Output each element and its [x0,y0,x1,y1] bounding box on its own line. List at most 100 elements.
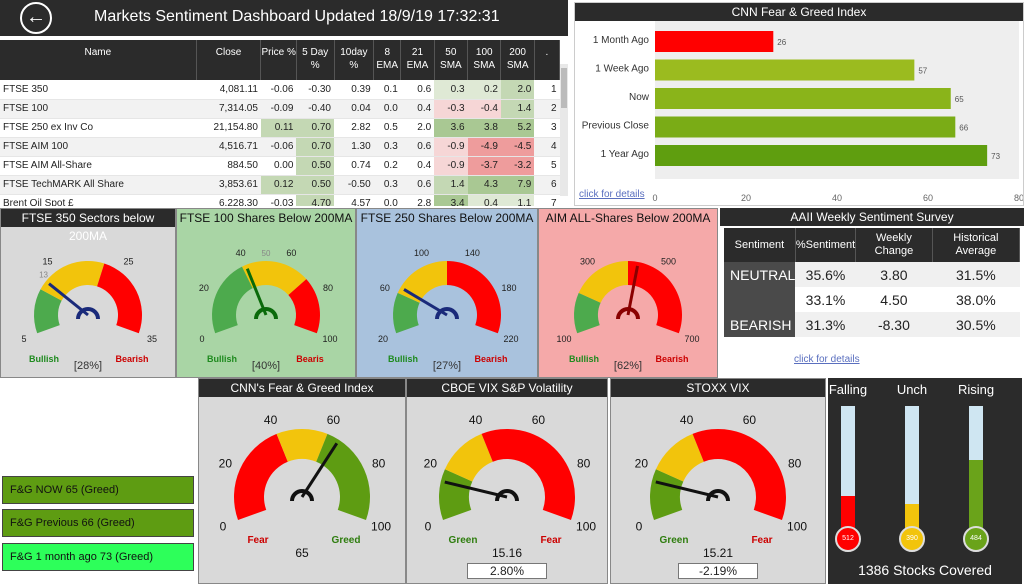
gauge-title: FTSE 100 Shares Below 200MA [179,211,353,225]
scrollbar-thumb[interactable] [561,68,567,108]
row-name: FTSE 250 ex Inv Co [0,118,197,138]
markets-table: Name Close Price % 5 Day % 10day % 8 EMA 21 EM… [0,40,568,206]
gauge-title: FTSE 350 Sectors below 200MA [1,209,175,243]
details-link[interactable]: click for details [579,189,645,200]
bar[interactable] [655,59,915,81]
gauge-label: Fear [247,535,268,546]
table-cell: 5.2 [500,118,535,138]
table-cell: 7,314.05 [196,99,261,119]
column-header[interactable]: 21 EMA [400,40,435,80]
table-row[interactable]: 33.1% 4.50 38.0% [724,287,1020,312]
column-header[interactable]: Historical Average [932,228,1021,262]
column-header[interactable]: 100 SMA [467,40,502,80]
table-cell: -4.9 [467,137,501,157]
bar[interactable] [655,145,988,166]
gauge-label: 20 [219,457,233,471]
thermometer-fill [841,496,855,528]
table-cell: 0.00 [260,156,297,176]
table-cell: 2.0 [400,118,435,138]
table-row[interactable]: BEARISH 31.3% -8.30 30.5% [724,312,1020,337]
table-row[interactable]: FTSE AIM 100 4,516.71 -0.06 0.70 1.30 0.3 0.6-… [0,137,560,157]
gauge-title: CBOE VIX S&P Volatility [407,379,607,397]
column-header[interactable]: Weekly Change [855,228,933,262]
table-cell: 0.4 [400,99,435,119]
thermometer-fill [969,459,983,528]
gauge-label: [40%] [252,360,280,372]
gauge-label: 60 [532,413,546,427]
thermometer-tube [969,406,983,528]
gauge-label: 80 [372,457,386,471]
table-cell: 2.0 [500,80,535,100]
details-link[interactable]: click for details [794,354,860,365]
table-cell: 1.4 [434,175,468,195]
table-row[interactable]: NEUTRAL 35.6% 3.80 31.5% [724,262,1020,287]
gauge-label: 60 [327,413,341,427]
bar-category-label: Previous Close [582,121,650,132]
table-row[interactable]: FTSE TechMARK All Share 3,853.61 0.12 0.50-… [0,175,560,195]
table-row[interactable]: FTSE 250 ex Inv Co 21,154.80 0.11 0.70 2.82 0… [0,118,560,138]
gauge-label: [28%] [74,360,102,372]
stocks-covered-label: 1386 Stocks Covered [858,562,992,578]
table-cell: -0.30 [296,80,334,100]
column-header[interactable]: %Sentiment [795,228,857,262]
column-header[interactable]: . [534,40,561,80]
table-cell: 0.74 [334,156,374,176]
gauge-label: Bearish [474,354,507,364]
gauge-label: 40 [469,413,483,427]
table-cell: 4.70 [296,194,334,206]
gauge-segment [628,261,682,334]
gauge-label: [27%] [433,360,461,372]
column-header[interactable]: 50 SMA [434,40,469,80]
bar[interactable] [655,116,956,138]
column-header[interactable]: Close [196,40,262,80]
table-cell: 0.6 [400,137,435,157]
table-row[interactable]: FTSE 100 7,314.05 -0.09 -0.40 0.04 0.0 0.4 -0.3… [0,99,560,119]
table-header-row: Name Close Price % 5 Day % 10day % 8 EMA 21 EM… [0,40,561,80]
gauge-segment [481,429,575,521]
aaii-survey-panel: AAII Weekly Sentiment Survey Sentiment %S… [720,208,1024,378]
table-row[interactable]: FTSE 350 4,081.11 -0.06 -0.30 0.39 0.1 0.6 0.3 0… [0,80,560,100]
table-cell: 6 [534,175,560,195]
bar[interactable] [655,31,774,52]
gauge-hub [706,489,730,502]
table-row[interactable]: Brent Oil Spot £6,228.30 -0.03 4.70 4.57 0.0… [0,194,560,206]
column-header[interactable]: 5 Day % [296,40,335,80]
table-cell: 0.1 [373,80,401,100]
column-header[interactable]: 8 EMA [373,40,402,80]
gauge-hub [495,489,519,502]
column-header[interactable]: 200 SMA [500,40,535,80]
gauge-label: 20 [199,283,209,293]
table-scrollbar[interactable] [560,64,568,196]
table-cell: 0.11 [260,118,297,138]
gauge-title: CNN's Fear & Greed Index [199,379,405,397]
column-header[interactable]: 10day % [334,40,375,80]
gauge-label: 0 [636,519,643,533]
column-header[interactable]: Price % [260,40,297,80]
table-cell: 3.8 [467,118,501,138]
row-name: FTSE 350 [0,80,197,100]
gauge-segment [288,279,320,334]
table-cell: 1 [534,80,560,100]
gauge-needle [655,480,719,499]
gauge-needle [300,442,339,498]
page-title: Markets Sentiment Dashboard Updated 18/9… [94,8,500,25]
row-name: Brent Oil Spot £ [0,194,197,206]
table-cell: 35.6% [795,262,856,287]
table-cell: 0.6 [400,80,435,100]
table-cell: -4.5 [500,137,535,157]
gauge-label: Bullish [29,354,59,364]
gauge-label: Greed [332,535,361,546]
table-cell: 21,154.80 [196,118,261,138]
sentiment-label [724,287,796,312]
column-header[interactable]: Name [0,40,197,80]
table-cell: 6,228.30 [196,194,261,206]
bar[interactable] [655,88,951,109]
gauge-segment [655,433,704,482]
gauge-svg: 100 300 500 700 Bullish Bearish [62%] [557,256,700,372]
table-cell: 3,853.61 [196,175,261,195]
gauge-label: 100 [322,334,337,344]
gauge-label: Green [449,535,478,546]
table-row[interactable]: FTSE AIM All-Share 884.50 0.00 0.50 0.74 0.2 0… [0,156,560,176]
column-header[interactable]: Sentiment [724,228,796,262]
arrow-left-circle-icon[interactable]: ← [20,2,52,34]
